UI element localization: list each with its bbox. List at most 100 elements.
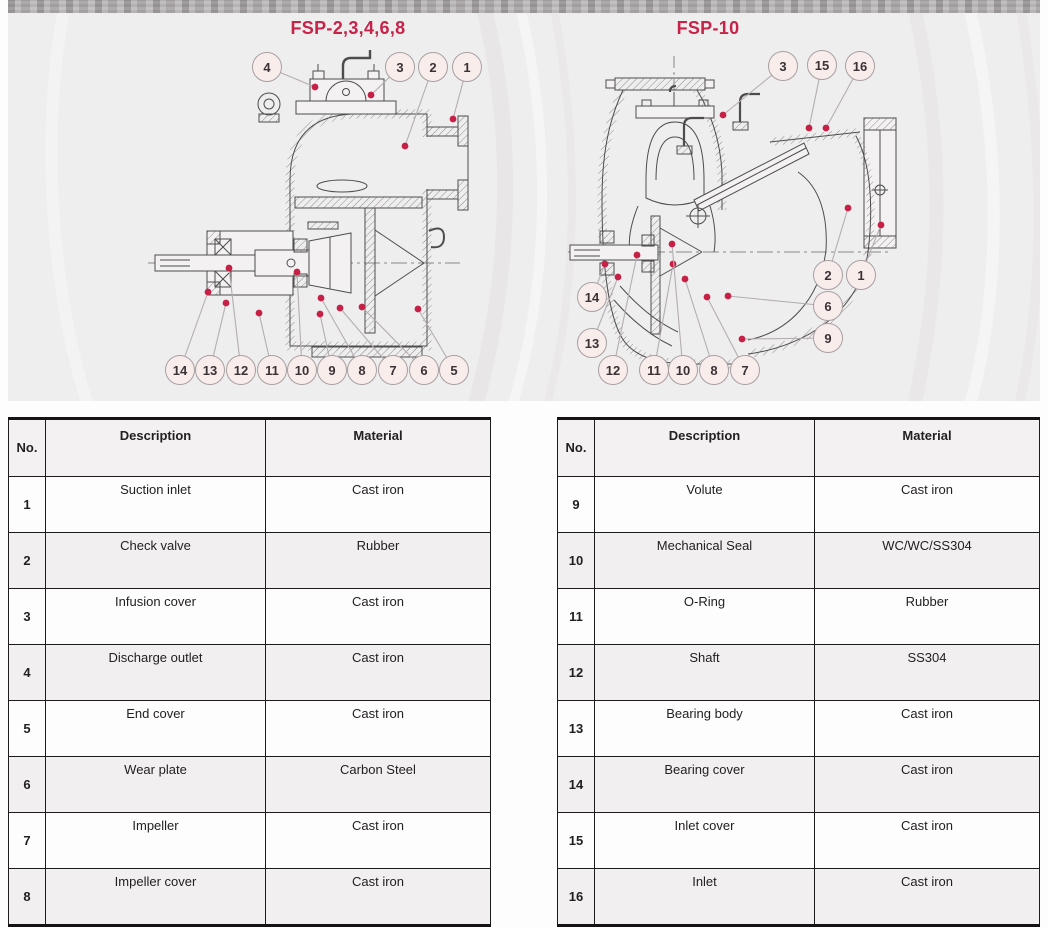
callout-6: 6 xyxy=(409,355,439,385)
part-marker-dot xyxy=(401,142,409,150)
callout-10: 10 xyxy=(287,355,317,385)
part-marker-dot xyxy=(255,309,263,317)
callout-13: 13 xyxy=(577,328,607,358)
table-row: 5 End cover Cast iron xyxy=(8,700,491,757)
part-material: Cast iron xyxy=(265,476,491,533)
part-marker-dot xyxy=(358,303,366,311)
pump-cross-section-drawings xyxy=(148,50,897,371)
column-header-description: Description xyxy=(594,418,815,477)
column-header-material: Material xyxy=(265,418,491,477)
table-row: 8 Impeller cover Cast iron xyxy=(8,868,491,926)
part-description: Volute xyxy=(594,476,815,533)
part-description: O-Ring xyxy=(594,588,815,645)
parts-table-left: No. Description Material 1 Suction inlet Cas… xyxy=(8,417,491,927)
part-no: 8 xyxy=(8,868,46,926)
table-row: 16 Inlet Cast iron xyxy=(557,868,1040,926)
part-no: 13 xyxy=(557,700,595,757)
column-header-description: Description xyxy=(45,418,266,477)
callout-10: 10 xyxy=(668,355,698,385)
part-no: 7 xyxy=(8,812,46,869)
callout-7: 7 xyxy=(378,355,408,385)
table-row: 13 Bearing body Cast iron xyxy=(557,700,1040,757)
part-material: Cast iron xyxy=(814,812,1040,869)
callout-5: 5 xyxy=(439,355,469,385)
part-material: SS304 xyxy=(814,644,1040,701)
callout-11: 11 xyxy=(639,355,669,385)
table-row: 14 Bearing cover Cast iron xyxy=(557,756,1040,813)
callout-9: 9 xyxy=(813,323,843,353)
callout-3: 3 xyxy=(385,52,415,82)
callout-3: 3 xyxy=(768,51,798,81)
part-marker-dot xyxy=(822,124,830,132)
header-row: No. Description Material xyxy=(8,418,491,477)
table-row: 6 Wear plate Carbon Steel xyxy=(8,756,491,813)
part-no: 2 xyxy=(8,532,46,589)
part-marker-dot xyxy=(877,221,885,229)
part-description: Suction inlet xyxy=(45,476,266,533)
part-description: Infusion cover xyxy=(45,588,266,645)
table-row: 1 Suction inlet Cast iron xyxy=(8,476,491,533)
part-material: Cast iron xyxy=(265,812,491,869)
part-no: 3 xyxy=(8,588,46,645)
table-row: 7 Impeller Cast iron xyxy=(8,812,491,869)
part-marker-dot xyxy=(204,288,212,296)
callout-15: 15 xyxy=(807,50,837,80)
callout-14: 14 xyxy=(165,355,195,385)
table-row: 15 Inlet cover Cast iron xyxy=(557,812,1040,869)
callout-1: 1 xyxy=(452,52,482,82)
callout-6: 6 xyxy=(813,291,843,321)
part-marker-dot xyxy=(316,310,324,318)
part-marker-dot xyxy=(668,240,676,248)
part-marker-dot xyxy=(669,260,677,268)
part-no: 16 xyxy=(557,868,595,926)
part-material: Cast iron xyxy=(265,868,491,926)
part-no: 1 xyxy=(8,476,46,533)
part-marker-dot xyxy=(614,273,622,281)
callout-7: 7 xyxy=(730,355,760,385)
part-material: Cast iron xyxy=(814,756,1040,813)
part-material: Carbon Steel xyxy=(265,756,491,813)
part-description: Impeller cover xyxy=(45,868,266,926)
parts-table-right: No. Description Material 9 Volute Cast iron 1… xyxy=(557,417,1040,927)
diagram-title-right: FSP-10 xyxy=(676,18,740,38)
callout-4: 4 xyxy=(252,52,282,82)
part-marker-dot xyxy=(703,293,711,301)
part-material: Cast iron xyxy=(265,700,491,757)
part-marker-dot xyxy=(311,83,319,91)
pump-drawing-fsp-10 xyxy=(568,56,897,369)
part-no: 15 xyxy=(557,812,595,869)
table-row: 11 O-Ring Rubber xyxy=(557,588,1040,645)
part-no: 6 xyxy=(8,756,46,813)
part-description: End cover xyxy=(45,700,266,757)
part-marker-dot xyxy=(293,268,301,276)
column-header-no: No. xyxy=(8,418,46,477)
part-no: 4 xyxy=(8,644,46,701)
callout-11: 11 xyxy=(257,355,287,385)
callout-2: 2 xyxy=(418,52,448,82)
table-row: 12 Shaft SS304 xyxy=(557,644,1040,701)
callout-2: 2 xyxy=(813,260,843,290)
part-no: 10 xyxy=(557,532,595,589)
part-no: 14 xyxy=(557,756,595,813)
callout-12: 12 xyxy=(598,355,628,385)
table-row: 2 Check valve Rubber xyxy=(8,532,491,589)
pump-drawing-fsp-2-3-4-6-8 xyxy=(148,50,469,358)
part-description: Inlet cover xyxy=(594,812,815,869)
callout-8: 8 xyxy=(347,355,377,385)
part-marker-dot xyxy=(719,111,727,119)
part-no: 11 xyxy=(557,588,595,645)
part-description: Inlet xyxy=(594,868,815,926)
part-no: 12 xyxy=(557,644,595,701)
part-material: Cast iron xyxy=(265,588,491,645)
callout-1: 1 xyxy=(846,260,876,290)
part-no: 5 xyxy=(8,700,46,757)
part-marker-dot xyxy=(225,264,233,272)
table-row: 4 Discharge outlet Cast iron xyxy=(8,644,491,701)
callout-9: 9 xyxy=(317,355,347,385)
parts-tables: No. Description Material 1 Suction inlet Cas… xyxy=(8,417,1040,927)
table-row: 10 Mechanical Seal WC/WC/SS304 xyxy=(557,532,1040,589)
header-row: No. Description Material xyxy=(557,418,1040,477)
part-marker-dot xyxy=(601,260,609,268)
part-marker-dot xyxy=(449,115,457,123)
page-edge-texture xyxy=(8,0,1040,13)
